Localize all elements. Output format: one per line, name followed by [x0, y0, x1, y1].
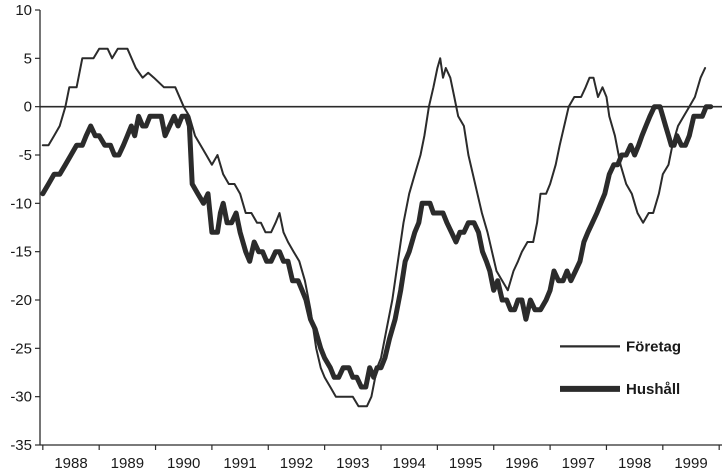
series-line-foretag — [41, 47, 707, 408]
x-tick-label: 1999 — [674, 455, 707, 472]
x-tick-label: 1990 — [167, 455, 200, 472]
x-tick-label: 1992 — [280, 455, 313, 472]
y-tick-label: -15 — [10, 244, 32, 261]
y-tick-label: -30 — [10, 389, 32, 406]
x-tick-label: 1991 — [223, 455, 256, 472]
series-layer — [40, 47, 722, 408]
x-tick-label: 1998 — [618, 455, 651, 472]
y-tick-label: -35 — [10, 437, 32, 454]
x-tick-label: 1993 — [336, 455, 369, 472]
x-tick-label: 1997 — [562, 455, 595, 472]
x-tick-label: 1989 — [111, 455, 144, 472]
legend-label-hushall: Hushåll — [626, 381, 680, 398]
y-tick-label: 0 — [24, 99, 32, 116]
legend-label-foretag: Företag — [626, 338, 681, 355]
y-axis: 10 5 0 -5 -10 -15 -20 -25 -30 -35 — [10, 2, 41, 454]
y-tick-label: 5 — [24, 50, 32, 67]
x-tick-label: 1996 — [505, 455, 538, 472]
y-tick-label: 10 — [15, 2, 32, 19]
y-tick-label: -25 — [10, 340, 32, 357]
x-axis: 1988 1989 1990 1991 1992 1993 1994 1995 1996 1997… — [40, 444, 722, 472]
y-tick-label: -5 — [19, 147, 32, 164]
x-tick-label: 1988 — [54, 455, 87, 472]
x-tick-label: 1994 — [392, 455, 425, 472]
series-line-hushall — [40, 104, 714, 390]
y-tick-label: -20 — [10, 292, 32, 309]
y-tick-label: -10 — [10, 195, 32, 212]
legend: Företag Hushåll — [560, 338, 681, 398]
x-tick-label: 1995 — [449, 455, 482, 472]
